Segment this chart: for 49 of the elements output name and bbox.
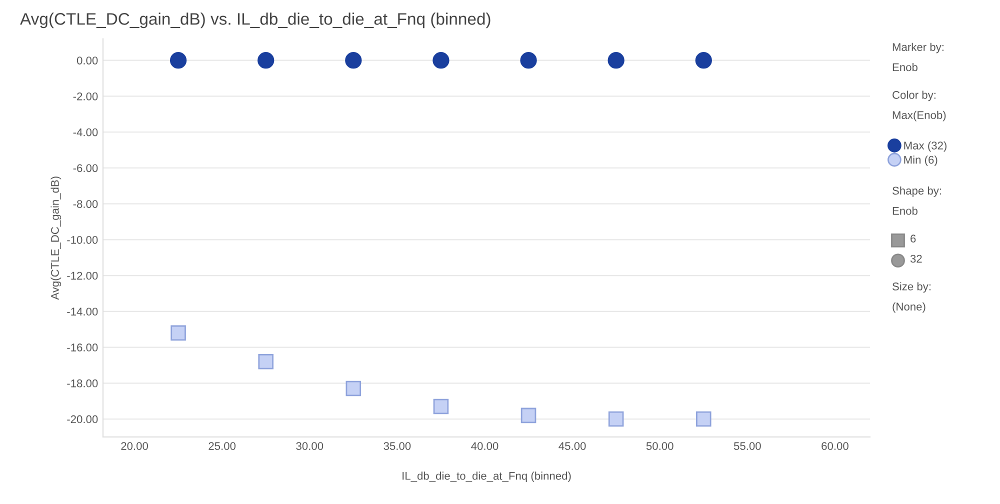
text: Enob: [892, 206, 918, 215]
point: [170, 52, 187, 69]
y-tick-label: -4.00: [73, 128, 98, 136]
point: [608, 411, 624, 427]
x-axis-title: IL_db_die_to_die_at_Fnq (binned): [402, 472, 571, 482]
point: [432, 52, 450, 69]
x-tick-label: 30.00: [296, 442, 324, 450]
legend-label: Min (6): [904, 156, 938, 166]
text: Shape by:: [892, 186, 942, 197]
y-tick-label: -10.00: [67, 236, 98, 244]
text: 32: [910, 254, 922, 263]
x-tick-label: 35.00: [384, 442, 411, 450]
text: Max(Enob): [892, 110, 946, 122]
y-tick-label: -18.00: [67, 379, 98, 388]
point: [433, 398, 449, 414]
x-tick-label: 55.00: [734, 442, 761, 450]
point: [258, 354, 274, 370]
point: [696, 411, 712, 427]
point: [608, 52, 624, 69]
x-tick-label: 40.00: [471, 442, 498, 450]
y-tick-label: -2.00: [73, 92, 98, 100]
x-tick-label: 60.00: [822, 442, 848, 450]
legend-label: Max (32): [904, 141, 946, 152]
x-tick-label: 25.00: [208, 442, 236, 450]
text: Marker by:: [892, 42, 944, 54]
y-tick-label: -14.00: [67, 308, 98, 316]
y-tick-label: -20.00: [67, 415, 98, 424]
point: [695, 52, 712, 69]
chart-title: Avg(CTLE_DC_gain_dB) vs. IL_db_die_to_die_at_Fnq (binned): [20, 12, 490, 28]
y-tick-label: 0.00: [76, 56, 98, 64]
y-axis-title: Avg(CTLE_DC_gain_dB): [50, 176, 62, 300]
text: Enob: [892, 63, 918, 72]
point: [520, 52, 537, 69]
x-tick-label: 20.00: [121, 442, 148, 450]
point: [520, 408, 536, 424]
text: 6: [910, 234, 916, 243]
y-tick-label: -16.00: [67, 344, 98, 352]
x-tick-label: 50.00: [646, 442, 674, 450]
y-tick-label: -12.00: [67, 272, 98, 280]
point: [170, 325, 186, 341]
y-tick-label: -8.00: [73, 200, 98, 208]
x-tick-label: 45.00: [558, 442, 586, 450]
point: [258, 52, 274, 69]
text: Size by:: [892, 282, 931, 293]
text: Color by:: [892, 90, 936, 102]
point: [346, 380, 362, 396]
text: (None): [892, 302, 926, 313]
y-tick-label: -6.00: [73, 164, 98, 172]
point: [345, 52, 362, 69]
